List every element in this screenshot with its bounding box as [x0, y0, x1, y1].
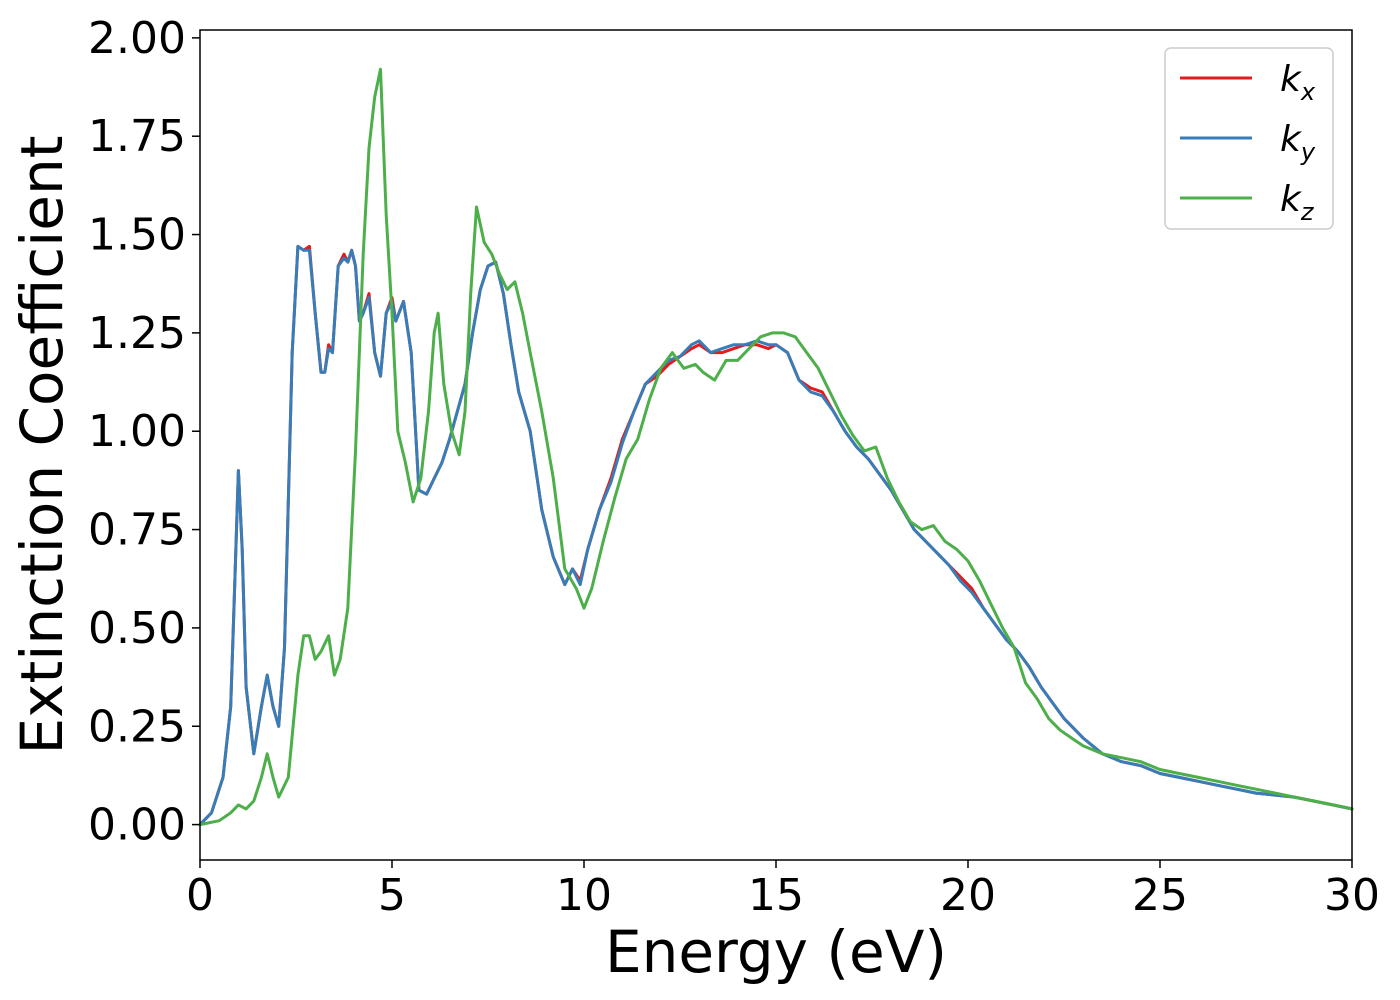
x-axis-label: Energy (eV): [605, 918, 947, 986]
x-tick-label: 15: [748, 870, 804, 921]
y-axis-label: Extinction Coefficient: [8, 136, 76, 755]
y-tick-label: 1.75: [88, 111, 186, 162]
x-tick-label: 0: [186, 870, 214, 921]
y-axis-ticks: 0.00 0.25 0.50 0.75 1.00 1.25 1.50 1.75 2.00: [88, 13, 200, 851]
x-tick-label: 25: [1132, 870, 1188, 921]
y-tick-label: 2.00: [88, 13, 186, 64]
x-tick-label: 10: [556, 870, 612, 921]
legend-label-y: ky: [1280, 119, 1316, 166]
y-tick-label: 0.50: [88, 603, 186, 654]
y-tick-label: 0.75: [88, 505, 186, 556]
y-tick-label: 1.50: [88, 210, 186, 261]
y-tick-label: 1.25: [88, 308, 186, 359]
series-line-z: [198, 67, 1354, 827]
y-tick-label: 0.00: [88, 800, 186, 851]
plot-frame: [199, 29, 1353, 861]
series-layer: [198, 67, 1354, 827]
x-tick-label: 30: [1324, 870, 1380, 921]
y-tick-label: 0.25: [88, 701, 186, 752]
x-tick-label: 5: [378, 870, 406, 921]
x-tick-label: 20: [940, 870, 996, 921]
plot-background: [200, 30, 1352, 860]
y-tick-label: 1.00: [88, 406, 186, 457]
x-axis-ticks: 0 5 10 15 20 25 30: [186, 860, 1380, 921]
